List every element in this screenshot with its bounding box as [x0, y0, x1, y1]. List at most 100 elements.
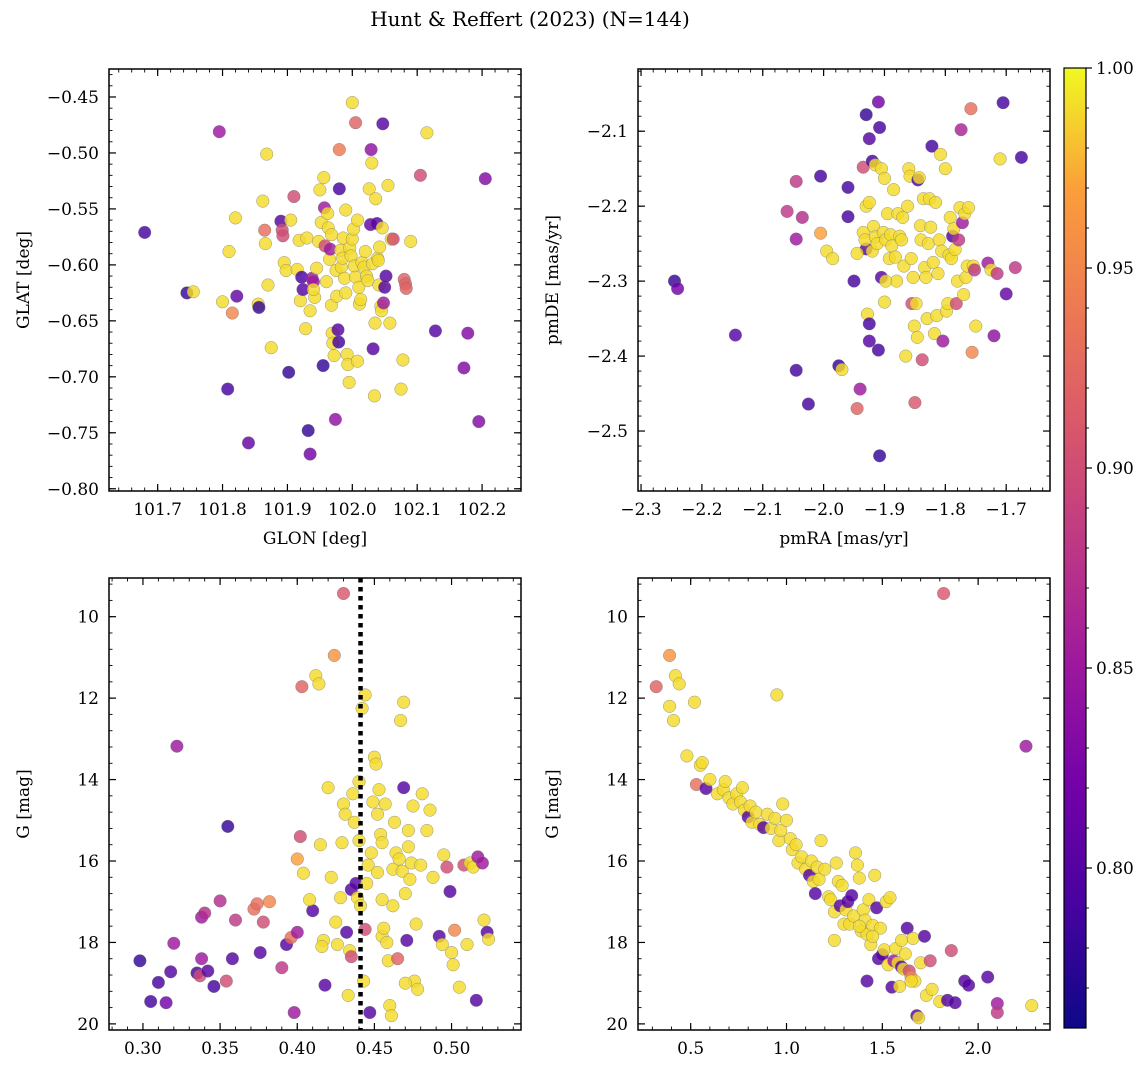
data-point [871, 95, 885, 109]
data-point [301, 424, 315, 438]
x-tick-label: −2.1 [742, 500, 783, 520]
x-tick-label: 101.8 [198, 500, 247, 520]
data-point [252, 300, 266, 314]
data-point [460, 937, 474, 952]
data-point [925, 139, 939, 153]
data-point [406, 799, 420, 813]
data-point [375, 221, 389, 235]
data-point [924, 220, 938, 234]
data-point [961, 201, 976, 215]
data-point [423, 803, 437, 817]
data-point [370, 865, 385, 879]
panel-pm: −2.3 −2.2 −2.1 −2.0 −1.9 −1.8 −1.7 −2.5 −2.4 −2.3… [543, 68, 1051, 549]
data-point [789, 363, 803, 377]
data-point [332, 182, 346, 196]
data-point [366, 342, 380, 356]
data-point [774, 823, 788, 838]
x-tick-label: −1.9 [864, 500, 905, 520]
data-point [151, 975, 165, 989]
data-point [900, 921, 914, 935]
data-point [870, 901, 884, 915]
data-point [862, 317, 876, 331]
y-axis-label: GLAT [deg] [14, 231, 34, 329]
data-point [866, 929, 880, 943]
data-point [862, 132, 876, 146]
data-point [414, 858, 428, 872]
axes-frame [108, 68, 522, 492]
data-point [275, 961, 289, 975]
data-point [852, 919, 866, 933]
data-point [219, 974, 233, 988]
data-point [366, 795, 380, 809]
x-tick-label: −1.7 [986, 500, 1027, 520]
data-point [397, 781, 411, 795]
data-point [361, 858, 375, 872]
y-axis-label: pmDE [mas/yr] [543, 215, 563, 345]
data-point [901, 199, 915, 213]
data-point [290, 925, 304, 939]
x-tick-label: 101.9 [263, 500, 312, 520]
y-tick-label: 18 [77, 933, 99, 953]
data-point [812, 872, 826, 886]
data-point [910, 330, 924, 344]
data-point [296, 866, 310, 880]
data-point [906, 931, 920, 945]
data-point [369, 192, 383, 206]
data-point [936, 334, 950, 348]
data-point [303, 893, 317, 907]
data-point [396, 353, 410, 367]
data-point [300, 231, 314, 245]
data-point [230, 289, 244, 303]
data-point [333, 891, 348, 905]
data-point [850, 858, 864, 872]
y-axis-label: G [mag] [14, 769, 34, 838]
data-point [287, 190, 301, 204]
data-point [401, 823, 415, 838]
data-point [330, 937, 344, 952]
data-point [284, 213, 298, 227]
data-point [795, 210, 809, 224]
data-point [907, 319, 921, 333]
y-tick-label: −0.50 [47, 144, 99, 164]
data-point [371, 253, 385, 267]
y-tick-label: 20 [606, 1015, 628, 1035]
data-point [221, 819, 235, 833]
data-point [952, 233, 966, 247]
data-point [848, 846, 863, 860]
data-point [386, 899, 400, 913]
data-point [358, 244, 372, 259]
data-point [399, 281, 413, 295]
data-point [321, 206, 335, 220]
data-point [981, 970, 995, 984]
data-point [264, 341, 278, 355]
y-tick-label: −2.5 [587, 422, 628, 442]
data-point [380, 935, 394, 950]
data-point [170, 739, 184, 753]
x-tick-label: 1.5 [869, 1039, 896, 1059]
data-point [859, 108, 873, 122]
data-point [962, 978, 976, 992]
data-point [256, 915, 270, 929]
data-point [461, 326, 475, 340]
data-point [862, 334, 876, 348]
data-point [879, 274, 893, 288]
data-point [383, 316, 397, 330]
data-point [899, 349, 913, 363]
data-point [1025, 999, 1039, 1013]
data-point [850, 246, 864, 260]
data-point [990, 267, 1004, 281]
y-tick-label: −0.65 [47, 312, 99, 332]
data-point [482, 932, 496, 946]
colorbar-tick-label: 1.00 [1096, 59, 1134, 79]
data-point [198, 906, 212, 920]
data-point [728, 328, 742, 342]
data-point [871, 343, 885, 357]
data-point [195, 952, 209, 966]
data-point [862, 893, 876, 907]
data-point [967, 263, 982, 277]
y-tick-label: −0.60 [47, 256, 99, 276]
data-point [808, 887, 822, 901]
data-point [339, 286, 353, 300]
data-point [228, 211, 243, 225]
data-point [847, 909, 861, 923]
